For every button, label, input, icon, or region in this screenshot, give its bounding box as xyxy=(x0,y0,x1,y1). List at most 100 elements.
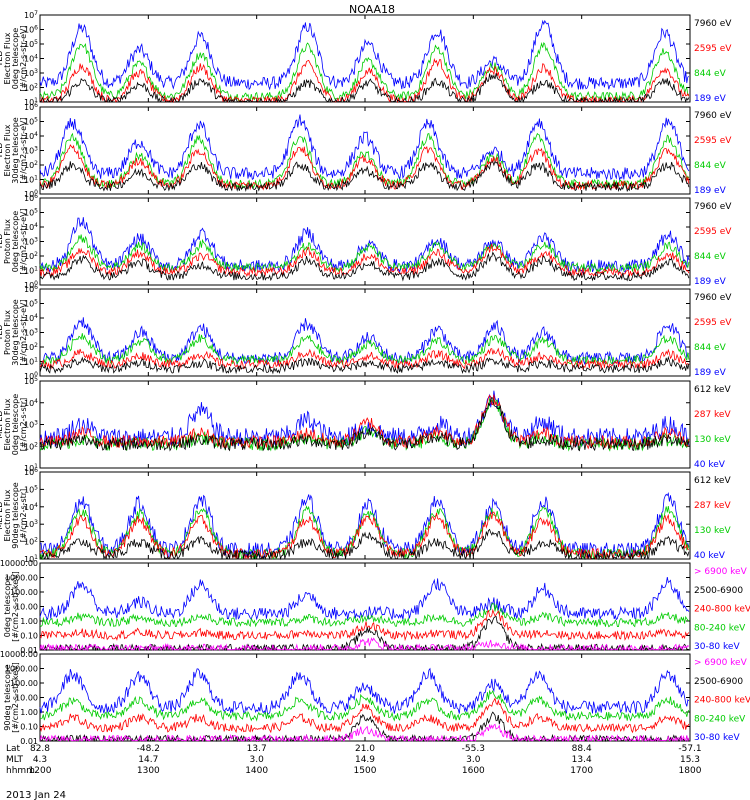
date-label: 2013 Jan 24 xyxy=(6,790,66,800)
legend-entry: 7960 eV xyxy=(694,293,732,303)
series-red xyxy=(39,144,690,191)
y-tick-label: 1000.00 xyxy=(5,574,38,583)
panel-8: 0.01 0.10 1.00 10.00 100.00 1000.00 10000.00 90… xyxy=(0,650,750,746)
y-tick-label: 102 xyxy=(24,342,38,352)
y-tick-label: 105 xyxy=(24,117,38,127)
panel-5: 101 102 103 104 105 MEPEDElectron Flux0deg te… xyxy=(0,376,731,473)
y-axis-label: TEDProton Flux0deg telescope[#/cm2-s-str… xyxy=(0,208,28,274)
y-tick-label: 101 xyxy=(24,266,38,276)
series-green xyxy=(39,41,690,102)
x-tick-label: 1500 xyxy=(354,766,377,776)
y-tick-label: 106 xyxy=(24,284,38,294)
x-tick-label: 3.0 xyxy=(466,755,481,765)
x-tick-label: 88.4 xyxy=(572,744,592,754)
x-tick-label: 13.4 xyxy=(572,755,592,765)
y-tick-label: 10000.00 xyxy=(0,559,38,568)
legend-entry: 844 eV xyxy=(694,69,727,79)
axis-row-label: hhmm xyxy=(6,766,35,776)
y-tick-label: 1000.00 xyxy=(5,665,38,674)
y-axis-label: TEDProton Flux30deg telescope[#/cm2-s-st… xyxy=(0,299,28,366)
x-tick-label: 1200 xyxy=(29,766,52,776)
legend-entry: 2595 eV xyxy=(694,318,732,328)
y-tick-label: 102 xyxy=(24,441,38,451)
y-tick-label: 105 xyxy=(24,376,38,386)
panels: 101 102 103 104 105 106 107 TEDElectron Flux0de… xyxy=(0,10,750,746)
legend-entry: 612 keV xyxy=(694,476,731,486)
legend-entry: 40 keV xyxy=(694,460,726,470)
panel-7: 0.01 0.10 1.00 10.00 100.00 1000.00 10000.00 0d… xyxy=(0,559,750,655)
x-tick-label: 14.9 xyxy=(355,755,375,765)
series-red xyxy=(39,242,690,278)
y-tick-label: 106 xyxy=(24,193,38,203)
series-magenta xyxy=(39,637,690,652)
x-tick-label: 82.8 xyxy=(30,744,50,754)
series-green xyxy=(39,603,690,628)
panel-3: 100 101 102 103 104 105 106 TEDProton Flux0deg … xyxy=(0,193,732,290)
y-tick-label: 100.00 xyxy=(10,588,38,597)
legend-entry: 2500-6900 xyxy=(694,586,743,596)
y-axis-label: 0deg telescope[#/cm2-s-str-keV] xyxy=(3,571,20,642)
y-tick-label: 104 xyxy=(24,222,38,232)
y-tick-label: 10.00 xyxy=(15,694,38,703)
series-green xyxy=(39,505,690,561)
legend-entry: 130 keV xyxy=(694,435,731,445)
panel-frame xyxy=(39,14,691,103)
y-tick-label: 107 xyxy=(24,10,38,20)
series-green xyxy=(39,234,690,274)
x-tick-label: -48.2 xyxy=(137,744,160,754)
x-tick-label: 1800 xyxy=(679,766,702,776)
series-red xyxy=(39,697,690,734)
x-tick-label: 1400 xyxy=(245,766,268,776)
y-tick-label: 100 xyxy=(24,371,38,381)
y-tick-label: 102 xyxy=(24,160,38,170)
y-tick-label: 103 xyxy=(24,420,38,430)
y-axis-label: 90deg telescope[#/cm2-s-str-keV] xyxy=(3,662,20,733)
legend-entry: 80-240 keV xyxy=(694,714,746,724)
y-tick-label: 10000.00 xyxy=(0,650,38,659)
legend-entry: 612 keV xyxy=(694,385,731,395)
legend-entry: 80-240 keV xyxy=(694,623,746,633)
x-tick-label: 13.7 xyxy=(247,744,267,754)
legend-entry: 189 eV xyxy=(694,277,727,287)
y-tick-label: 100.00 xyxy=(10,679,38,688)
legend-entry: 189 eV xyxy=(694,368,727,378)
y-tick-label: 1.00 xyxy=(20,617,38,626)
y-tick-label: 105 xyxy=(24,299,38,309)
y-tick-label: 102 xyxy=(24,251,38,261)
panel-6: 101 102 103 104 105 106 MEPEDElectron Flux90de… xyxy=(0,467,731,564)
series-blue xyxy=(39,577,690,621)
series-blue xyxy=(39,317,690,367)
y-tick-label: 0.10 xyxy=(20,632,38,641)
chart-title: NOAA18 xyxy=(349,3,395,16)
legend-entry: 30-80 keV xyxy=(694,642,740,652)
series-black xyxy=(39,160,690,193)
series-black xyxy=(39,396,690,452)
y-tick-label: 0.01 xyxy=(20,646,38,655)
x-tick-label: 1700 xyxy=(570,766,593,776)
legend-entry: 7960 eV xyxy=(694,111,732,121)
panel-frame xyxy=(39,653,691,742)
x-axis-rows: Lat 82.8 -48.2 13.7 21.0 -55.3 88.4 -57.1 MLT 4.3… xyxy=(6,744,702,776)
series-black xyxy=(39,355,690,375)
series-black xyxy=(39,73,690,104)
series-red xyxy=(39,608,690,642)
x-tick-label: 1600 xyxy=(462,766,485,776)
panel-frame xyxy=(39,471,691,560)
legend-entry: 240-800 keV xyxy=(694,696,750,706)
x-tick-label: 14.7 xyxy=(138,755,158,765)
legend-entry: 287 keV xyxy=(694,410,731,420)
legend-entry: 7960 eV xyxy=(694,19,732,29)
panel-4: 100 101 102 103 104 105 106 TEDProton Flux30deg… xyxy=(0,284,732,381)
y-tick-label: 103 xyxy=(24,146,38,156)
axis-row-label: Lat xyxy=(6,744,21,754)
legend-entry: 7960 eV xyxy=(694,202,732,212)
legend-entry: 130 keV xyxy=(694,526,731,536)
y-tick-label: 104 xyxy=(24,131,38,141)
y-tick-label: 101 xyxy=(24,463,38,473)
y-axis-label: MEPEDElectron Flux90deg telescope[#/cm2-… xyxy=(0,482,28,549)
series-red xyxy=(39,394,690,450)
y-tick-label: 101 xyxy=(24,97,38,107)
legend-entry: > 6900 keV xyxy=(694,567,748,577)
y-tick-label: 103 xyxy=(24,328,38,338)
x-tick-label: -57.1 xyxy=(678,744,701,754)
